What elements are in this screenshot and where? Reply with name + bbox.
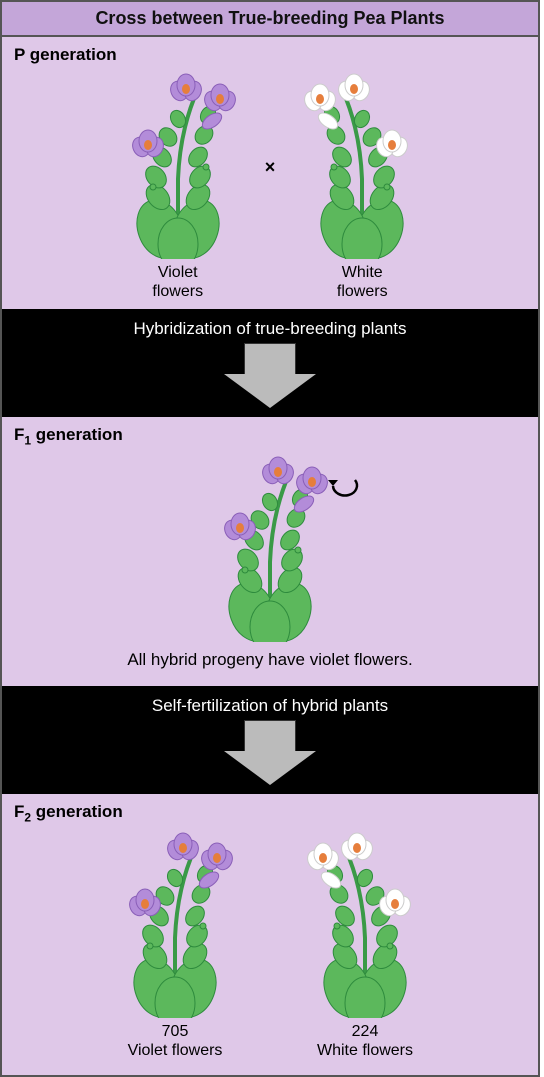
self-fertilize-arrow-icon: [325, 472, 365, 502]
f1-generation-label: F1 generation: [14, 425, 526, 447]
hybridization-band: Hybridization of true-breeding plants: [2, 309, 538, 417]
f2-right-count: 224: [352, 1023, 379, 1040]
self-fertilization-band: Self-fertilization of hybrid plants: [2, 686, 538, 794]
f2-left-plant: 705 Violet flowers: [90, 828, 260, 1060]
f2-generation-panel: F2 generation 705 Violet flower: [2, 794, 538, 1075]
p-plants-row: Violet flowers × Wh: [14, 69, 526, 301]
f2-generation-label: F2 generation: [14, 802, 526, 824]
f1-caption: All hybrid progeny have violet flowers.: [14, 642, 526, 678]
p-left-caption: Violet flowers: [93, 263, 263, 301]
f2-right-caption: 224 White flowers: [280, 1022, 450, 1060]
pea-plant-white-icon: [292, 69, 432, 259]
f2-right-text: White flowers: [317, 1042, 413, 1059]
p-left-line2: flowers: [152, 283, 203, 300]
down-arrow-icon-2: [224, 720, 316, 785]
pea-plant-f2-white-icon: [295, 828, 435, 1018]
p-right-plant: White flowers: [277, 69, 447, 301]
f1-generation-panel: F1 generation All hybrid pro: [2, 417, 538, 685]
p-left-plant: Violet flowers: [93, 69, 263, 301]
p-generation-label: P generation: [14, 45, 526, 65]
f2-right-plant: 224 White flowers: [280, 828, 450, 1060]
pea-plant-f1-icon: [200, 452, 340, 642]
p-left-line1: Violet: [158, 264, 198, 281]
p-right-line2: flowers: [337, 283, 388, 300]
f2-left-text: Violet flowers: [128, 1042, 223, 1059]
p-right-line1: White: [342, 264, 383, 281]
f2-label-prefix: F: [14, 802, 24, 821]
band2-text: Self-fertilization of hybrid plants: [2, 696, 538, 716]
cross-symbol: ×: [263, 157, 278, 178]
f2-label-suffix: generation: [31, 802, 123, 821]
figure-container: Cross between True-breeding Pea Plants P…: [0, 0, 540, 1077]
down-arrow-icon: [224, 343, 316, 408]
f2-left-caption: 705 Violet flowers: [90, 1022, 260, 1060]
p-generation-panel: P generation Violet flowers: [2, 37, 538, 309]
pea-plant-f2-violet-icon: [105, 828, 245, 1018]
pea-plant-violet-icon: [108, 69, 248, 259]
figure-title: Cross between True-breeding Pea Plants: [2, 2, 538, 37]
f1-plant-wrap: [14, 452, 526, 642]
f2-left-count: 705: [162, 1023, 189, 1040]
band1-text: Hybridization of true-breeding plants: [2, 319, 538, 339]
f1-label-suffix: generation: [31, 425, 123, 444]
p-right-caption: White flowers: [277, 263, 447, 301]
f2-plants-row: 705 Violet flowers: [14, 828, 526, 1060]
f1-label-prefix: F: [14, 425, 24, 444]
